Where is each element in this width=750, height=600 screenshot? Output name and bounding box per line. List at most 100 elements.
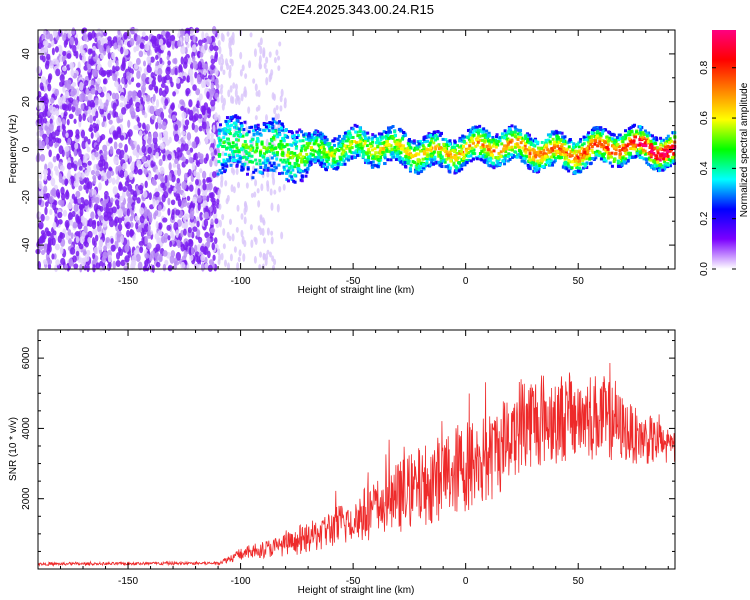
spectrogram-signal-cell [529, 137, 533, 141]
spectrogram-noise-cell [278, 185, 282, 193]
spectrogram-signal-cell [270, 144, 274, 148]
spectrogram-signal-cell [654, 142, 658, 146]
spectrogram-noise-cell [41, 232, 47, 240]
spectrogram-signal-cell [488, 142, 492, 146]
spectrogram-signal-cell [278, 142, 282, 146]
spectrogram-signal-cell [354, 151, 358, 155]
spectrogram-signal-cell [632, 133, 636, 137]
spectrogram-noise-cell [280, 231, 284, 240]
spectrogram-noise-cell [261, 217, 265, 224]
spectrogram-signal-cell [382, 130, 386, 134]
spectrogram-signal-cell [393, 134, 397, 138]
spectrogram-signal-cell [654, 157, 658, 161]
spectrogram-signal-cell [650, 134, 654, 138]
spectrogram-signal-cell [350, 151, 354, 155]
spectrogram-noise-cell [265, 138, 269, 147]
spectrogram-noise-cell [129, 139, 133, 147]
spectrogram-signal-cell [552, 149, 556, 153]
spectrogram-noise-cell [45, 60, 50, 66]
spectrogram-noise-cell [102, 86, 107, 93]
spectrogram-signal-cell [638, 143, 642, 147]
spectrogram-signal-cell [522, 156, 526, 160]
spectrogram-noise-cell [41, 34, 46, 40]
spectrogram-noise-cell [240, 93, 244, 102]
spectrogram-noise-cell [141, 109, 146, 116]
spectrogram-noise-cell [151, 180, 157, 186]
spectrogram-noise-cell [86, 263, 90, 273]
spectrogram-noise-cell [189, 109, 194, 117]
spectrogram-signal-cell [395, 144, 399, 148]
spectrogram-signal-cell [297, 164, 301, 168]
spectrogram-noise-cell [174, 158, 179, 165]
spectrogram-noise-cell [158, 158, 163, 167]
spectrogram-noise-cell [203, 211, 209, 220]
spectrogram-signal-cell [325, 153, 329, 157]
spectrogram-signal-cell [438, 151, 442, 155]
spectrogram-signal-cell [428, 141, 432, 145]
spectrogram-signal-cell [581, 162, 585, 166]
spectrogram-noise-cell [45, 30, 51, 40]
spectrogram-signal-cell [240, 165, 244, 169]
spectrogram-signal-cell [650, 149, 654, 153]
spectrogram-signal-cell [486, 139, 490, 143]
spectrogram-noise-cell [97, 210, 102, 217]
spectrogram-signal-cell [618, 153, 622, 157]
spectrogram-noise-cell [47, 237, 52, 245]
spectrogram-noise-cell [154, 174, 158, 180]
spectrogram-signal-cell [258, 150, 262, 154]
spectrogram-noise-cell [141, 236, 145, 244]
spectrogram-signal-cell [489, 156, 493, 160]
spectrogram-noise-cell [57, 211, 63, 219]
spectrogram-noise-cell [140, 231, 145, 238]
spectrogram-noise-cell [253, 48, 257, 58]
spectrogram-signal-cell [480, 149, 484, 153]
spectrogram-signal-cell [234, 143, 238, 147]
spectrogram-noise-cell [177, 239, 181, 249]
spectrogram-signal-cell [333, 137, 337, 141]
spectrogram-signal-cell [453, 150, 457, 154]
spectrogram-signal-cell [485, 136, 489, 140]
spectrogram-noise-cell [204, 43, 208, 51]
spectrogram-signal-cell [217, 154, 221, 158]
spectrogram-noise-cell [162, 154, 166, 162]
spectrogram-noise-cell [113, 42, 118, 50]
spectrogram-signal-cell [572, 146, 576, 150]
spectrogram-signal-cell [498, 163, 502, 167]
spectrogram-signal-cell [601, 154, 605, 158]
spectrogram-noise-cell [67, 229, 72, 236]
spectrogram-signal-cell [503, 144, 507, 148]
spectrogram-signal-cell [622, 146, 626, 150]
spectrogram-signal-cell [624, 157, 628, 161]
spectrogram-signal-cell [312, 139, 316, 143]
spectrogram-signal-cell [513, 145, 517, 149]
spectrogram-signal-cell [600, 145, 604, 149]
spectrogram-signal-cell [416, 161, 420, 165]
spectrogram-noise-cell [146, 242, 152, 250]
spectrogram-signal-cell [270, 164, 274, 168]
spectrogram-signal-cell [314, 139, 318, 143]
spectrogram-noise-cell [115, 259, 121, 268]
spectrogram-noise-cell [116, 233, 122, 243]
spectrogram-signal-cell [251, 148, 255, 152]
spectrogram-signal-cell [407, 143, 411, 147]
spectrogram-signal-cell [326, 165, 330, 169]
spectrogram-noise-cell [196, 76, 202, 85]
spectrogram-signal-cell [564, 151, 568, 155]
spectrogram-noise-cell [102, 70, 107, 77]
spectrogram-noise-cell [73, 118, 77, 124]
spectrogram-noise-cell [89, 114, 94, 124]
spectrogram-signal-cell [582, 138, 586, 142]
spectrogram-signal-cell [400, 147, 404, 151]
spectrogram-signal-cell [503, 129, 507, 133]
spectrogram-signal-cell [326, 156, 330, 160]
spectrogram-signal-cell [371, 160, 375, 164]
spectrogram-signal-cell [478, 152, 482, 156]
spectrogram-signal-cell [347, 136, 351, 140]
spectrogram-noise-cell [144, 162, 149, 168]
spectrogram-noise-cell [74, 231, 81, 237]
spectrogram-signal-cell [275, 121, 279, 125]
spectrogram-signal-cell [238, 154, 242, 158]
spectrogram-signal-cell [487, 131, 491, 135]
spectrogram-noise-cell [130, 27, 135, 35]
spectrogram-noise-cell [78, 165, 83, 171]
